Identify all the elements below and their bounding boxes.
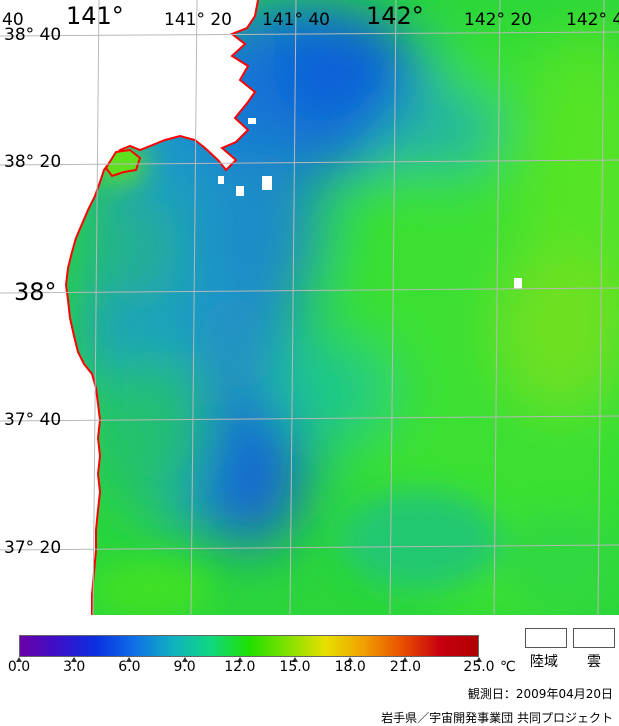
colorbar-tick-label: 21.0	[389, 659, 421, 675]
coastline	[64, 0, 259, 615]
grid-line-lat-37-40	[0, 415, 619, 422]
grid-line-lat-38-40	[0, 31, 619, 37]
colorbar-tick-label: 15.0	[279, 659, 311, 675]
lat-label-37-20: 37° 20	[4, 538, 62, 558]
colorbar-tick-mark	[402, 657, 409, 662]
grid-line-lon-142	[389, 0, 397, 615]
grid-line-lon-142-40	[597, 0, 605, 615]
cloud-key-label: 雲	[587, 654, 601, 670]
temperature-unit: ℃	[500, 659, 516, 675]
grid-line-lat-37-20	[0, 544, 619, 551]
lon-label-141: 141°	[66, 2, 124, 30]
lon-label-40-west: 40	[2, 10, 24, 30]
lat-label-38-40: 38° 40	[4, 25, 62, 45]
land-key-label: 陸域	[530, 654, 558, 670]
lat-label-38: 38°	[14, 278, 57, 306]
graticule	[0, 0, 619, 615]
land-area	[0, 0, 258, 615]
cloud-key-swatch	[573, 628, 615, 648]
colorbar-tick-mark	[126, 657, 133, 662]
colorbar-tick-mark	[476, 657, 482, 662]
colorbar-tick-mark	[236, 657, 243, 662]
grid-line-lat-38	[0, 287, 619, 294]
grid-line-lon-40w	[92, 0, 100, 615]
colorbar-tick-mark	[181, 657, 188, 662]
colorbar-tick-label: 18.0	[334, 659, 366, 675]
lon-label-142-40: 142° 4	[566, 10, 619, 30]
colorbar-tick-label: 3.0	[63, 659, 86, 675]
lon-label-141-40: 141° 40	[262, 10, 330, 30]
cloud-patch	[248, 118, 256, 124]
colorbar-tick-label: 25.0	[463, 659, 495, 675]
colorbar-tick-mark	[71, 657, 78, 662]
lat-label-38-20: 38° 20	[4, 152, 62, 172]
observation-date: 観測日：2009年04月20日	[467, 687, 613, 701]
lat-label-37-40: 37° 40	[4, 410, 62, 430]
land-key-swatch	[525, 628, 567, 648]
grid-line-lon-141-20	[190, 0, 198, 615]
colorbar-tick-label: 9.0	[173, 659, 196, 675]
colorbar-tick-label: 6.0	[118, 659, 141, 675]
colorbar-tick-mark	[16, 657, 22, 662]
colorbar-tick-label: 0.0	[7, 659, 31, 675]
cloud-patch	[218, 176, 224, 184]
cloud-patch	[514, 278, 522, 289]
legend-panel: 0.0 3.0 6.0 9.0 12.0 15.0 18.0 21.0 25.0 ℃ 陸域 雲 …	[0, 615, 619, 725]
cloud-patch	[262, 176, 272, 190]
lon-label-142: 142°	[366, 2, 424, 30]
colorbar-tick-mark	[292, 657, 298, 662]
credit-line: 岩手県／宇宙開発事業団 共同プロジェクト	[381, 711, 613, 725]
temperature-colorbar	[19, 635, 479, 657]
grid-line-lon-141-40	[289, 0, 297, 615]
map-canvas	[0, 0, 619, 615]
grid-line-lat-38-20	[0, 159, 619, 166]
lon-label-141-20: 141° 20	[164, 10, 232, 30]
sea-surface-temperature-map: 40 141° 141° 20 141° 40 142° 142° 20 142…	[0, 0, 619, 615]
grid-line-lon-142-20	[493, 0, 501, 615]
lon-label-142-20: 142° 20	[464, 10, 532, 30]
cloud-patch	[236, 186, 244, 196]
colorbar-tick-mark	[347, 657, 354, 662]
colorbar-tick-label: 12.0	[224, 659, 256, 675]
